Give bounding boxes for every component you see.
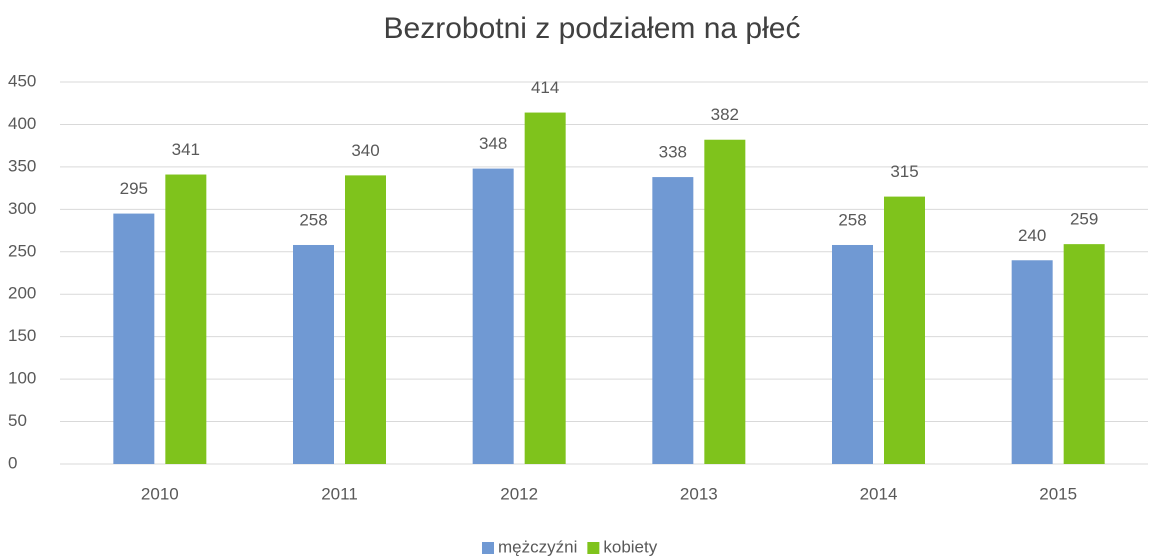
data-label: 259 [1070, 210, 1098, 229]
y-tick-label: 150 [8, 326, 36, 345]
data-label: 340 [351, 141, 379, 160]
data-label: 295 [120, 179, 148, 198]
y-tick-label: 100 [8, 369, 36, 388]
bar [293, 244, 334, 464]
data-label: 258 [838, 210, 866, 229]
bar [113, 213, 155, 464]
bar [884, 196, 925, 464]
bar [832, 244, 873, 464]
data-label: 382 [711, 105, 739, 124]
data-label: 338 [659, 143, 687, 162]
bar [652, 177, 694, 464]
x-tick-label: 2014 [860, 484, 898, 503]
y-tick-label: 350 [8, 156, 36, 175]
data-label: 240 [1018, 226, 1046, 245]
bar [472, 168, 514, 464]
data-label: 348 [479, 134, 507, 153]
x-tick-label: 2011 [321, 484, 358, 503]
x-tick-label: 2012 [500, 484, 538, 503]
data-label: 414 [531, 78, 559, 97]
chart-title: Bezrobotni z podziałem na płeć [384, 12, 801, 45]
y-tick-label: 50 [8, 411, 27, 430]
bar [1011, 260, 1053, 464]
y-tick-label: 200 [8, 284, 36, 303]
legend-label: kobiety [603, 537, 657, 556]
data-label: 341 [172, 140, 200, 159]
data-label: 315 [890, 162, 918, 181]
bar [524, 112, 566, 464]
y-tick-label: 0 [8, 453, 17, 472]
legend-swatch [482, 542, 494, 554]
bar [345, 175, 386, 464]
y-tick-label: 450 [8, 71, 36, 90]
y-tick-label: 250 [8, 241, 36, 260]
y-tick-label: 400 [8, 114, 36, 133]
x-tick-label: 2010 [141, 484, 179, 503]
legend-swatch [587, 542, 600, 554]
bar [165, 174, 207, 465]
x-tick-label: 2015 [1039, 484, 1077, 503]
data-label: 258 [299, 210, 327, 229]
bar [704, 139, 746, 465]
legend-label: mężczyźni [498, 537, 577, 556]
y-tick-label: 300 [8, 199, 36, 218]
bar [1063, 244, 1105, 464]
x-tick-label: 2013 [680, 484, 718, 503]
